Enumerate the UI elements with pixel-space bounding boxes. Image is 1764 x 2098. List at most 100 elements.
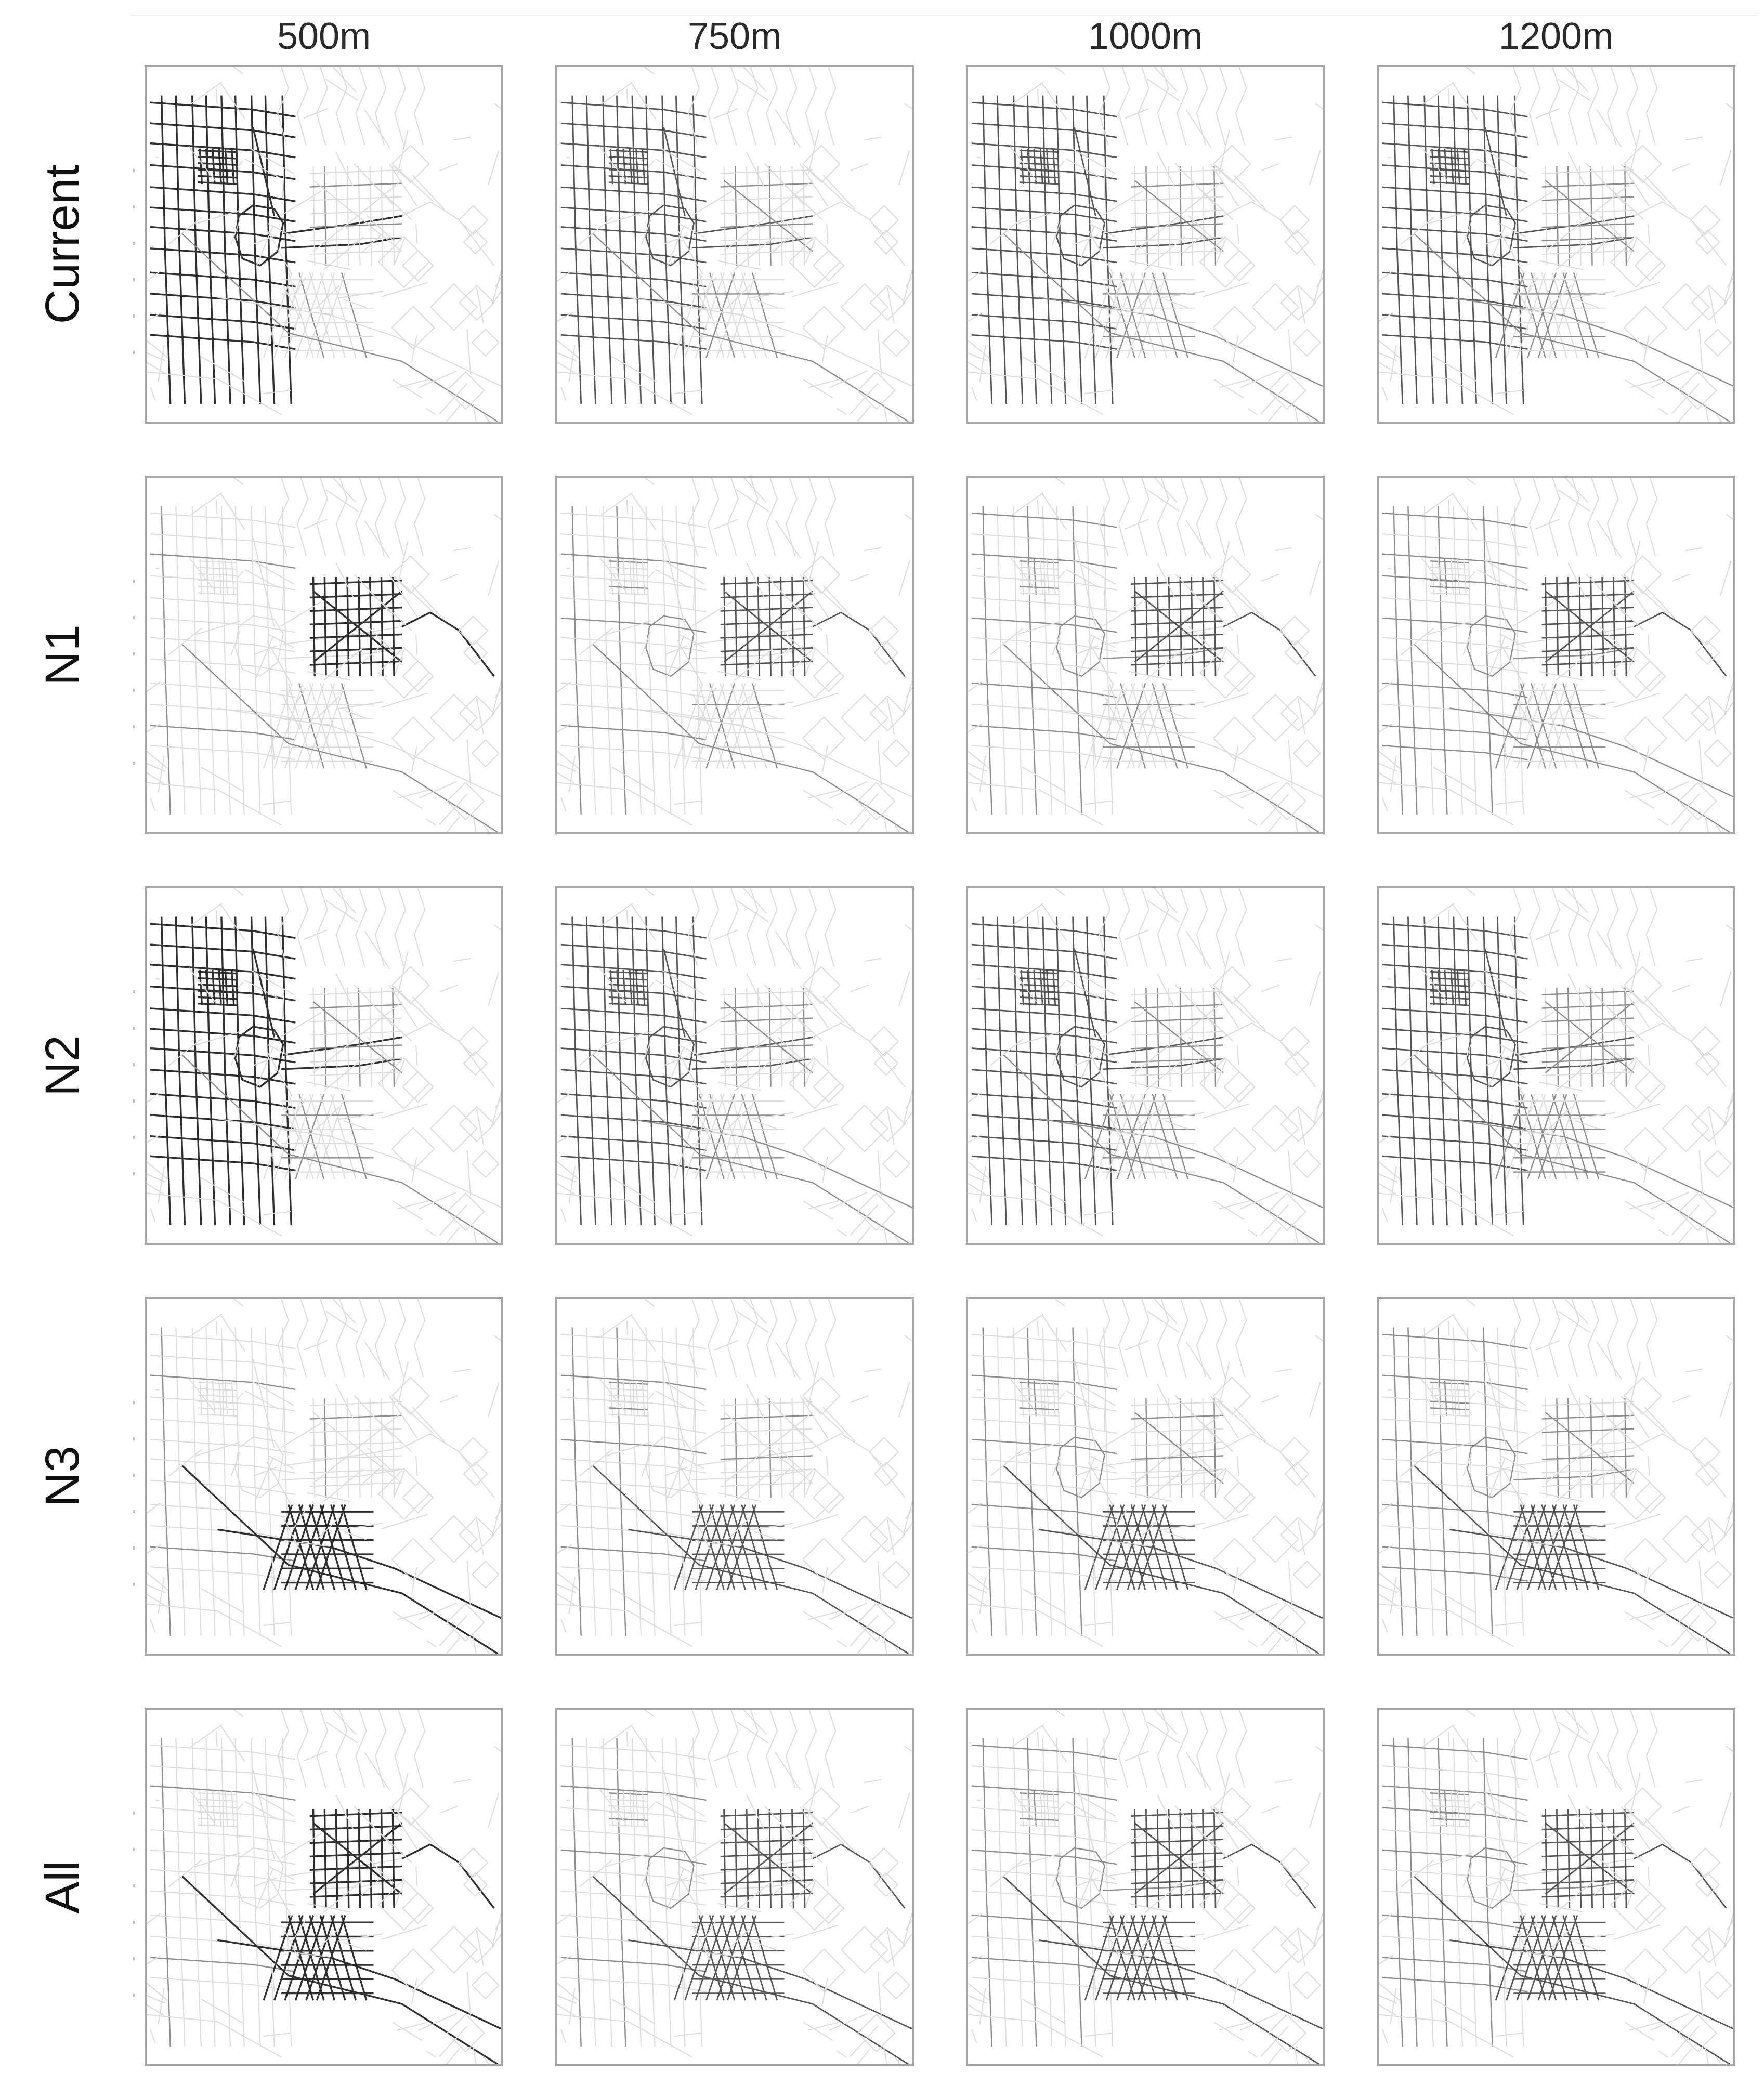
street-segment <box>894 2056 900 2064</box>
street-segment <box>1504 1969 1507 1992</box>
street-segment <box>688 1299 700 1378</box>
street-segment <box>1039 1118 1323 1208</box>
street-segment <box>1541 1058 1635 1063</box>
street-segment <box>1514 506 1524 815</box>
street-segment <box>360 1875 384 1896</box>
street-segment <box>1465 67 1476 74</box>
street-segment <box>412 174 445 210</box>
street-segment <box>1420 1378 1448 1413</box>
street-segment <box>303 1751 328 1762</box>
street-segment <box>746 987 749 1087</box>
street-segment <box>1541 1468 1635 1474</box>
street-segment <box>305 1094 335 1179</box>
street-segment <box>218 1791 222 1827</box>
street-segment <box>1648 634 1650 655</box>
street-segment <box>205 1327 216 1636</box>
street-segment <box>323 237 364 270</box>
street-segment <box>413 478 426 556</box>
street-segment <box>147 2004 165 2016</box>
street-segment <box>741 272 767 358</box>
street-segment <box>1152 683 1178 769</box>
street-segment <box>716 683 746 769</box>
street-segment <box>150 1334 296 1349</box>
map-panel <box>145 886 503 1245</box>
street-segment <box>1541 1825 1635 1830</box>
street-segment <box>1506 1915 1536 2001</box>
street-segment <box>1382 386 1388 401</box>
street-segment <box>1691 1927 1727 1963</box>
street-segment <box>1382 1977 1528 1992</box>
street-segment <box>1213 1376 1251 1415</box>
street-segment <box>266 1872 292 1917</box>
street-segment <box>330 272 357 358</box>
street-segment <box>255 1046 274 1089</box>
street-segment <box>1213 2022 1244 2041</box>
street-segment <box>1469 160 1476 168</box>
street-segment <box>622 1380 626 1417</box>
street-segment <box>1054 888 1065 896</box>
street-segment <box>771 1464 795 1486</box>
street-segment <box>1541 647 1635 652</box>
street-segment <box>1430 592 1469 596</box>
street-segment <box>720 1852 813 1857</box>
street-segment <box>1420 1789 1448 1824</box>
street-segment <box>1116 1094 1146 1179</box>
street-segment <box>284 1540 330 1547</box>
street-segment <box>707 888 720 967</box>
street-segment <box>1154 478 1178 503</box>
street-segment <box>147 1092 161 1104</box>
street-segment <box>268 223 294 238</box>
street-segment <box>217 1939 501 2030</box>
street-segment <box>882 739 910 767</box>
street-segment <box>1233 995 1266 1031</box>
street-segment <box>198 181 237 185</box>
street-segment <box>1382 271 1528 287</box>
street-segment <box>870 1927 906 1963</box>
street-segment <box>323 647 364 681</box>
street-segment <box>608 990 648 993</box>
street-segment <box>870 284 906 321</box>
street-segment <box>1056 95 1067 404</box>
street-segment <box>1548 696 1572 719</box>
street-segment <box>150 1007 296 1024</box>
street-segment <box>1453 916 1464 1225</box>
street-segment <box>1196 67 1208 146</box>
street-segment <box>608 977 648 981</box>
street-segment <box>335 67 348 146</box>
street-segment <box>439 794 468 825</box>
street-segment <box>741 1504 767 1590</box>
street-segment <box>720 647 813 652</box>
street-segment <box>1495 1504 1525 1590</box>
street-segment <box>709 1504 736 1590</box>
street-segment <box>971 703 1117 719</box>
street-segment <box>1279 1026 1310 1057</box>
street-segment <box>726 285 751 309</box>
street-segment <box>234 1738 245 2047</box>
street-segment <box>472 814 477 832</box>
street-segment <box>792 282 839 297</box>
street-segment <box>252 537 275 627</box>
street-segment <box>692 1926 712 1962</box>
street-segment <box>150 271 296 288</box>
street-segment <box>1390 1577 1397 1614</box>
street-segment <box>1541 1031 1635 1036</box>
street-segment <box>161 506 171 815</box>
street-segment <box>1629 378 1661 388</box>
street-segment <box>1498 1051 1524 1095</box>
street-segment <box>341 1094 367 1179</box>
street-segment <box>754 709 777 719</box>
street-segment <box>150 1745 296 1760</box>
street-segment <box>220 1327 231 1636</box>
street-segment <box>1575 1120 1599 1130</box>
street-segment <box>850 794 879 825</box>
street-segment <box>1514 1738 1524 2047</box>
street-segment <box>1548 1710 1560 1788</box>
street-segment <box>661 916 672 1225</box>
street-segment <box>1624 790 1655 809</box>
street-segment <box>1438 969 1442 1006</box>
street-segment <box>705 683 736 769</box>
street-segment <box>1430 1400 1469 1404</box>
street-segment <box>734 237 775 270</box>
street-segment <box>1119 1504 1146 1590</box>
street-segment <box>1662 1926 1710 1974</box>
